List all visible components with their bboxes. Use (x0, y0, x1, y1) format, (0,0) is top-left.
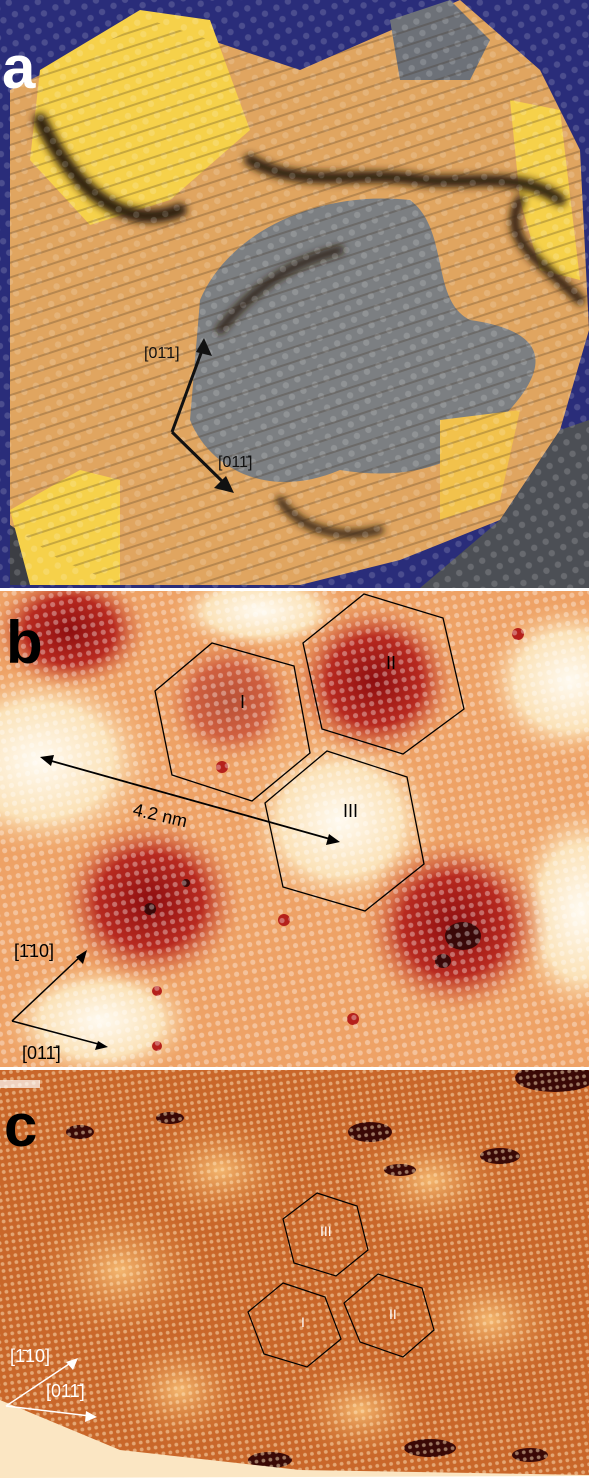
direction-label-1: [1̄10] (10, 1346, 50, 1366)
hexagon-label-III: III (320, 1223, 332, 1239)
hexagon-label-II: II (386, 653, 396, 673)
hexagon-II (343, 1273, 435, 1358)
direction-label-2: [011̄] (22, 1043, 61, 1063)
panel-a-stm-3d-image: [01̄1] [011̄] a (0, 0, 589, 588)
row-texture (10, 0, 589, 585)
panel-c-image: III I II [1̄10] [011̄] (0, 1070, 589, 1483)
hexagon-III (282, 1192, 369, 1277)
direction-arrows-a (170, 338, 234, 493)
panel-letter-b: b (6, 609, 43, 676)
panel-a-image: [01̄1] [011̄] (0, 0, 589, 588)
hexagon-label-II: II (389, 1306, 397, 1322)
panel-b-stm-image: I II III 4.2 nm [1̄10] [011̄] b (0, 591, 589, 1067)
distance-arrow (40, 755, 340, 845)
hexagon-label-III: III (343, 801, 358, 821)
panel-letter-c: c (4, 1092, 38, 1159)
hexagon-label-I: I (240, 692, 245, 712)
bottom-edge (0, 1476, 589, 1483)
panel-c-stm-image: III I II [1̄10] [011̄] c (0, 1070, 589, 1483)
direction-label-1: [01̄1] (144, 345, 180, 362)
hexagon-III (264, 750, 425, 912)
hexagon-I (154, 642, 311, 802)
direction-arrows-b (11, 950, 108, 1050)
panel-letter-a: a (2, 34, 36, 101)
hexagon-outlines (154, 593, 465, 912)
tip-artifact (0, 1080, 40, 1088)
hexagon-label-I: I (301, 1314, 305, 1330)
hexagon-I (247, 1282, 342, 1368)
step-edge-bright (0, 1400, 589, 1483)
direction-label-2: [011̄] (46, 1381, 85, 1401)
panel-b-image: I II III 4.2 nm [1̄10] [011̄] (0, 591, 589, 1067)
hexagon-II (302, 593, 465, 755)
direction-label-2: [011̄] (218, 454, 252, 471)
atomic-lattice (0, 1070, 589, 1483)
direction-label-1: [1̄10] (14, 941, 54, 961)
hexagon-outlines (247, 1192, 435, 1368)
direction-arrows-c (5, 1358, 97, 1422)
